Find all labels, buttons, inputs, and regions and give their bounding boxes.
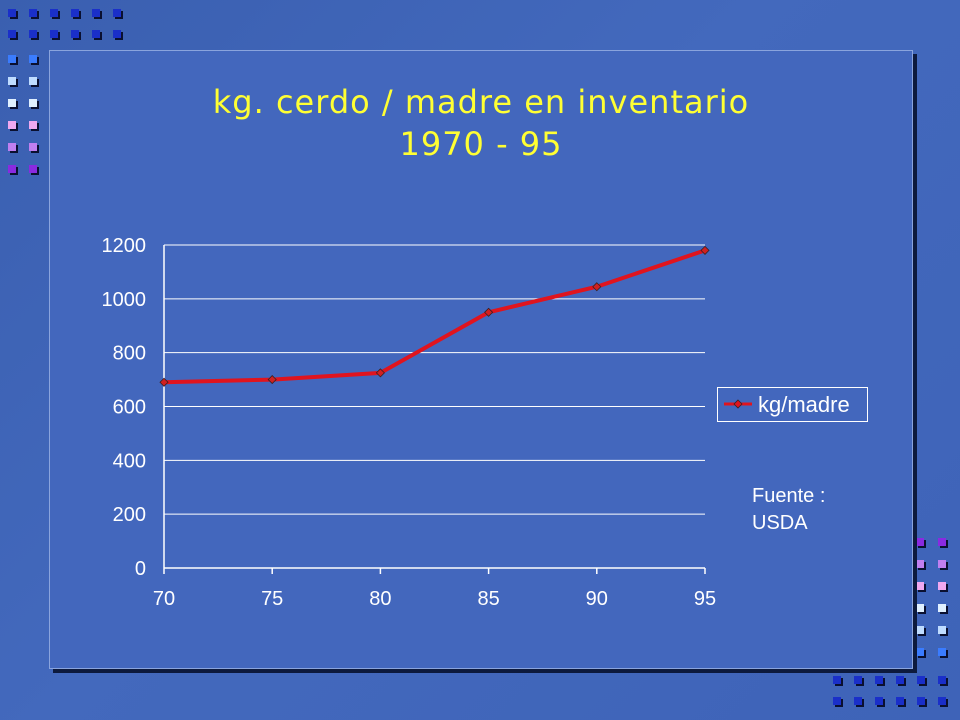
y-tick-label: 800 — [113, 343, 146, 365]
decorative-square — [938, 582, 946, 590]
decorative-square — [896, 676, 904, 684]
x-tick-label: 75 — [261, 588, 283, 610]
decorative-square — [916, 582, 924, 590]
decorative-square — [8, 77, 16, 85]
decorative-square — [113, 30, 121, 38]
decorative-square — [938, 560, 946, 568]
decorative-square — [938, 538, 946, 546]
decorative-square — [29, 30, 37, 38]
decorative-square — [854, 676, 862, 684]
x-tick-label: 80 — [369, 588, 391, 610]
chart-panel: kg. cerdo / madre en inventario 1970 - 9… — [49, 50, 913, 669]
decorative-square — [8, 121, 16, 129]
decorative-square — [8, 30, 16, 38]
y-tick-label: 600 — [113, 397, 146, 419]
decorative-square — [916, 626, 924, 634]
series-line — [163, 248, 706, 385]
decorative-square — [8, 9, 16, 17]
decorative-square — [71, 30, 79, 38]
x-tick-label: 95 — [694, 588, 716, 610]
decorative-square — [8, 55, 16, 63]
chart-title: kg. cerdo / madre en inventario 1970 - 9… — [50, 81, 912, 165]
source-label: Fuente : — [752, 485, 826, 507]
decorative-square — [8, 165, 16, 173]
decorative-square — [916, 560, 924, 568]
decorative-square — [833, 676, 841, 684]
decorative-square — [854, 697, 862, 705]
decorative-square — [938, 697, 946, 705]
y-tick-label: 1000 — [102, 289, 147, 311]
chart-title-line-2: 1970 - 95 — [399, 125, 563, 163]
decorative-square — [938, 626, 946, 634]
decorative-square — [113, 9, 121, 17]
legend-line-icon — [724, 399, 752, 409]
decorative-square — [29, 55, 37, 63]
decorative-square — [50, 30, 58, 38]
decorative-square — [916, 648, 924, 656]
decorative-square — [896, 697, 904, 705]
decorative-square — [29, 77, 37, 85]
decorative-square — [29, 143, 37, 151]
decorative-square — [938, 604, 946, 612]
decorative-square — [71, 9, 79, 17]
data-point — [592, 282, 602, 292]
y-tick-label: 0 — [135, 558, 146, 580]
line-chart: 0 200 400 600 800 1000 1200 70 75 80 85 90 95 — [102, 235, 717, 610]
decorative-square — [92, 30, 100, 38]
x-tick-label: 70 — [153, 588, 175, 610]
decorative-square — [92, 9, 100, 17]
data-point — [375, 368, 385, 378]
x-tick-label: 90 — [586, 588, 608, 610]
source-note: Fuente : USDA — [752, 483, 825, 537]
decorative-square — [8, 143, 16, 151]
decorative-square — [29, 9, 37, 17]
data-point — [484, 307, 494, 317]
legend-label: kg/madre — [758, 392, 850, 417]
legend: kg/madre — [717, 387, 868, 422]
data-point — [700, 245, 710, 255]
data-point — [159, 377, 169, 387]
decorative-square — [938, 648, 946, 656]
decorative-square — [29, 121, 37, 129]
decorative-square — [916, 604, 924, 612]
decorative-square — [938, 676, 946, 684]
y-tick-label: 1200 — [102, 235, 147, 257]
decorative-square — [29, 165, 37, 173]
data-point — [267, 375, 277, 385]
decorative-square — [917, 697, 925, 705]
decorative-square — [50, 9, 58, 17]
y-tick-label: 400 — [113, 450, 146, 472]
decorative-square — [916, 538, 924, 546]
chart-title-line-1: kg. cerdo / madre en inventario — [212, 83, 750, 121]
decorative-square — [29, 99, 37, 107]
y-tick-label: 200 — [113, 504, 146, 526]
decorative-square — [917, 676, 925, 684]
decorative-square — [833, 697, 841, 705]
source-value: USDA — [752, 512, 808, 534]
decorative-square — [875, 676, 883, 684]
x-tick-label: 85 — [477, 588, 499, 610]
decorative-square — [875, 697, 883, 705]
decorative-square — [8, 99, 16, 107]
